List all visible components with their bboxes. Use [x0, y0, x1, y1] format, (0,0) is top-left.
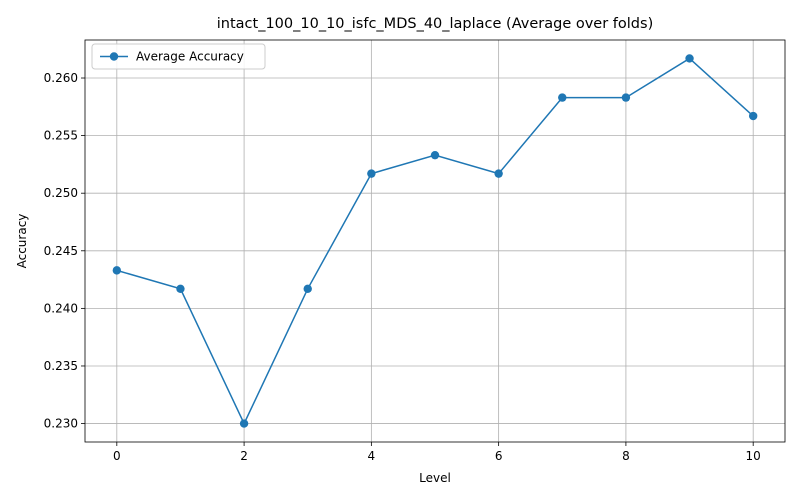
- data-point: [112, 266, 122, 275]
- data-point: [621, 93, 631, 102]
- legend: Average Accuracy: [91, 43, 266, 70]
- plot-frame: [84, 39, 786, 443]
- data-point: [239, 419, 249, 428]
- x-axis-ticks: 0 2 4 6 8 10: [113, 442, 761, 463]
- series-line: [116, 57, 754, 426]
- data-point: [748, 111, 758, 121]
- legend-box: [91, 43, 266, 70]
- x-tick-label: 8: [622, 449, 630, 463]
- x-tick-label: 2: [240, 449, 248, 463]
- y-tick-label: 0.230: [44, 417, 78, 431]
- data-point: [430, 150, 440, 160]
- chart-title: intact_100_10_10_isfc_MDS_40_laplace (Av…: [217, 16, 653, 32]
- y-tick-label: 0.240: [44, 301, 78, 315]
- x-axis-label: Level: [419, 471, 451, 485]
- data-point: [367, 169, 376, 178]
- data-point: [558, 93, 567, 102]
- data-point: [685, 54, 694, 63]
- series-group: [112, 54, 758, 428]
- data-point: [303, 284, 312, 294]
- y-tick-label: 0.245: [44, 244, 78, 258]
- grid-lines: [85, 40, 785, 442]
- x-tick-label: 10: [746, 449, 761, 463]
- y-tick-label: 0.255: [44, 129, 78, 143]
- data-point: [494, 169, 503, 178]
- y-tick-label: 0.260: [44, 71, 78, 85]
- x-tick-label: 0: [113, 449, 121, 463]
- x-tick-label: 4: [368, 449, 376, 463]
- y-axis-ticks: 0.230 0.235 0.240 0.245 0.250 0.255 0.260: [44, 71, 85, 431]
- y-tick-label: 0.235: [44, 359, 78, 373]
- data-point: [176, 284, 185, 294]
- y-axis-label: Accuracy: [15, 214, 29, 269]
- y-tick-label: 0.250: [44, 186, 78, 200]
- x-tick-label: 6: [495, 449, 503, 463]
- axes: [84, 39, 786, 443]
- legend-label: Average Accuracy: [136, 50, 244, 64]
- legend-marker: [109, 52, 119, 61]
